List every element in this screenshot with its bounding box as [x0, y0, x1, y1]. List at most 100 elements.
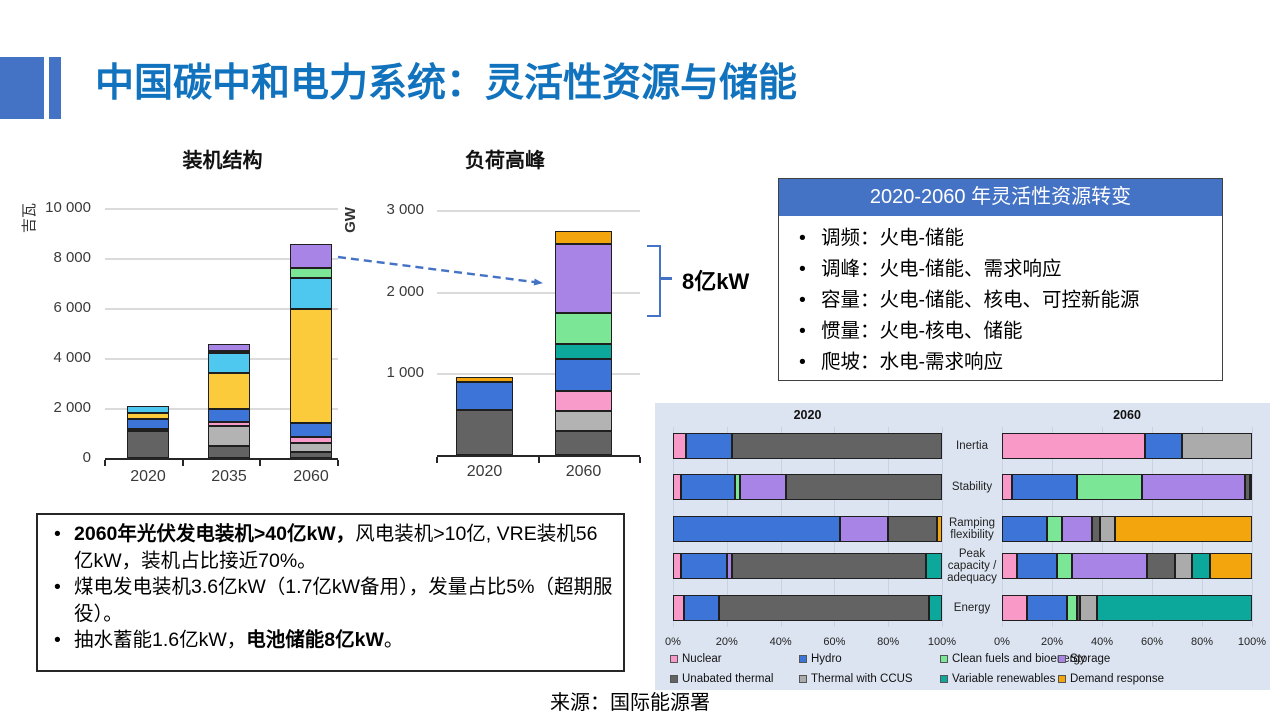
x-tick-label: 100% [927, 636, 957, 648]
y-tick-label: 3 000 [386, 201, 424, 218]
x-tick-label: 80% [877, 636, 900, 648]
group-title: 2060 [1113, 408, 1141, 422]
gridline [105, 308, 338, 310]
note-item: 2060年光伏发电装机>40亿kW，风电装机>10亿, VRE装机56亿kW，装… [52, 521, 615, 574]
bar-segment-green [555, 312, 612, 344]
legend-item: Nuclear [670, 653, 722, 665]
hbar-segment-hydro [1002, 516, 1047, 542]
x-category-label: 2020 [466, 463, 503, 480]
title-accent-bar [0, 57, 44, 119]
bar-segment-light-gray [555, 410, 612, 432]
peak-x-axis: 2020 2060 [437, 462, 640, 484]
x-category-label: 2035 [211, 468, 247, 485]
hbar-segment-variable-renewables [925, 553, 942, 579]
hbar-segment-thermal-with-ccus [1249, 474, 1252, 500]
hbar-segment-unabated-thermal [1077, 595, 1080, 621]
hbar-segment-hydro [681, 474, 735, 500]
flexibility-services-chart: 0% 20% 40% 60% 80% 100% 2020 0% 20% 40% 60% 80% 100%… [655, 403, 1270, 690]
legend-item: Demand response [1058, 673, 1164, 685]
hbar-segment-demand-response [1209, 553, 1252, 579]
axis-tick [181, 460, 184, 466]
hbar-segment-storage [1072, 553, 1147, 579]
hbar-segment-hydro [1017, 553, 1057, 579]
hbar-segment-storage [839, 516, 889, 542]
gridline [437, 210, 640, 212]
note-item: 煤电发电装机3.6亿kW（1.7亿kW备用），发量占比5%（超期服役）。 [52, 574, 615, 627]
legend-label: Thermal with CCUS [811, 673, 913, 685]
hbar-segment-unabated-thermal [732, 553, 926, 579]
bar-segment-cyan [127, 405, 169, 413]
hbar-segment-thermal-with-ccus [1099, 516, 1115, 542]
legend-swatch [670, 675, 678, 683]
hbar-segment-nuclear [673, 595, 684, 621]
legend-label: Nuclear [682, 653, 722, 665]
axis-tick [639, 457, 641, 463]
hbar-segment-clean-fuels-and-bioenergy [734, 474, 741, 500]
x-tick-label: 40% [769, 636, 792, 648]
axis-tick [537, 457, 540, 463]
peak-load-chart: 负荷高峰 GW 1 000 2 000 3 000 2020 2060 [342, 140, 675, 505]
legend-swatch [670, 655, 678, 663]
bar-segment-blue [456, 381, 513, 411]
flexibility-item: 惯量：火电-核电、储能 [797, 316, 1212, 347]
legend-label: Variable renewables [952, 673, 1056, 685]
legend-label: Hydro [811, 653, 842, 665]
axis-tick [259, 460, 262, 466]
note-text: 2060年光伏发电装机>40亿kW， [74, 523, 356, 545]
flexibility-box-header: 2020-2060 年灵活性资源转变 [779, 179, 1222, 216]
x-tick-label: 0% [994, 636, 1010, 648]
hbar-segment-nuclear [673, 553, 682, 579]
y-tick-label: 2 000 [53, 399, 91, 416]
hbar-segment-unabated-thermal [718, 595, 929, 621]
hbar-segment-hydro [681, 553, 727, 579]
flexibility-item: 爬坡：水电-需求响应 [797, 347, 1212, 378]
row-label: Peak capacity / adequacy [947, 548, 997, 584]
hbar-segment-hydro [686, 433, 733, 459]
legend-label: Demand response [1070, 673, 1164, 685]
hbar-segment-thermal-with-ccus [1182, 433, 1252, 459]
hbar-segment-variable-renewables [928, 595, 942, 621]
bar-segment-purple [208, 344, 250, 351]
peak-y-axis: 1 000 2 000 3 000 [360, 201, 430, 455]
legend-swatch [1058, 655, 1066, 663]
hbar-segment-unabated-thermal [1147, 553, 1175, 579]
row-label: Ramping flexibility [948, 517, 996, 541]
hbar-segment-unabated-thermal [785, 474, 942, 500]
legend-label: Storage [1070, 653, 1111, 665]
bar-segment-green [290, 268, 332, 278]
hbar-segment-hydro [673, 516, 840, 542]
hbar-segment-clean-fuels-and-bioenergy [1047, 516, 1062, 542]
bar-segment-blue [127, 419, 169, 430]
bar-segment-pink [555, 391, 612, 411]
bar-segment-dark-gray [127, 430, 169, 458]
x-tick-label: 100% [1237, 636, 1267, 648]
y-tick-label: 4 000 [53, 349, 91, 366]
flexibility-list: 调频：火电-储能 调峰：火电-储能、需求响应 容量：火电-储能、核电、可控新能源… [779, 223, 1222, 378]
x-category-label: 2060 [293, 468, 329, 485]
hbar-segment-demand-response [1114, 516, 1252, 542]
note-text: 电池储能8亿kW [246, 629, 384, 651]
gridline [105, 208, 338, 210]
hbar-segment-storage [1062, 516, 1092, 542]
callout-bracket-tick [659, 277, 672, 280]
legend-item: Hydro [799, 653, 842, 665]
hbar-segment-hydro [683, 595, 719, 621]
page-title: 中国碳中和电力系统：灵活性资源与储能 [95, 62, 798, 105]
storage-callout-label: 8亿kW [682, 269, 750, 294]
x-tick-label: 80% [1190, 636, 1214, 648]
bar-segment-teal [555, 343, 612, 360]
legend-swatch [940, 675, 948, 683]
row-label: Stability [951, 481, 993, 493]
peak-plot-area [436, 210, 641, 463]
x-tick-label: 40% [1090, 636, 1114, 648]
legend-item: Variable renewables [940, 673, 1055, 685]
bar-segment-light-gray [290, 443, 332, 452]
hbar-segment-unabated-thermal [1244, 474, 1250, 500]
bar-segment-dark-gray [555, 431, 612, 455]
hbar-segment-storage [726, 553, 733, 579]
gridline [437, 373, 640, 376]
x-tick-label: 0% [665, 636, 681, 648]
notes-box: 2060年光伏发电装机>40亿kW，风电装机>10亿, VRE装机56亿kW，装… [36, 513, 625, 672]
notes-list: 2060年光伏发电装机>40亿kW，风电装机>10亿, VRE装机56亿kW，装… [38, 521, 623, 654]
flexibility-item: 容量：火电-储能、核电、可控新能源 [797, 285, 1212, 316]
